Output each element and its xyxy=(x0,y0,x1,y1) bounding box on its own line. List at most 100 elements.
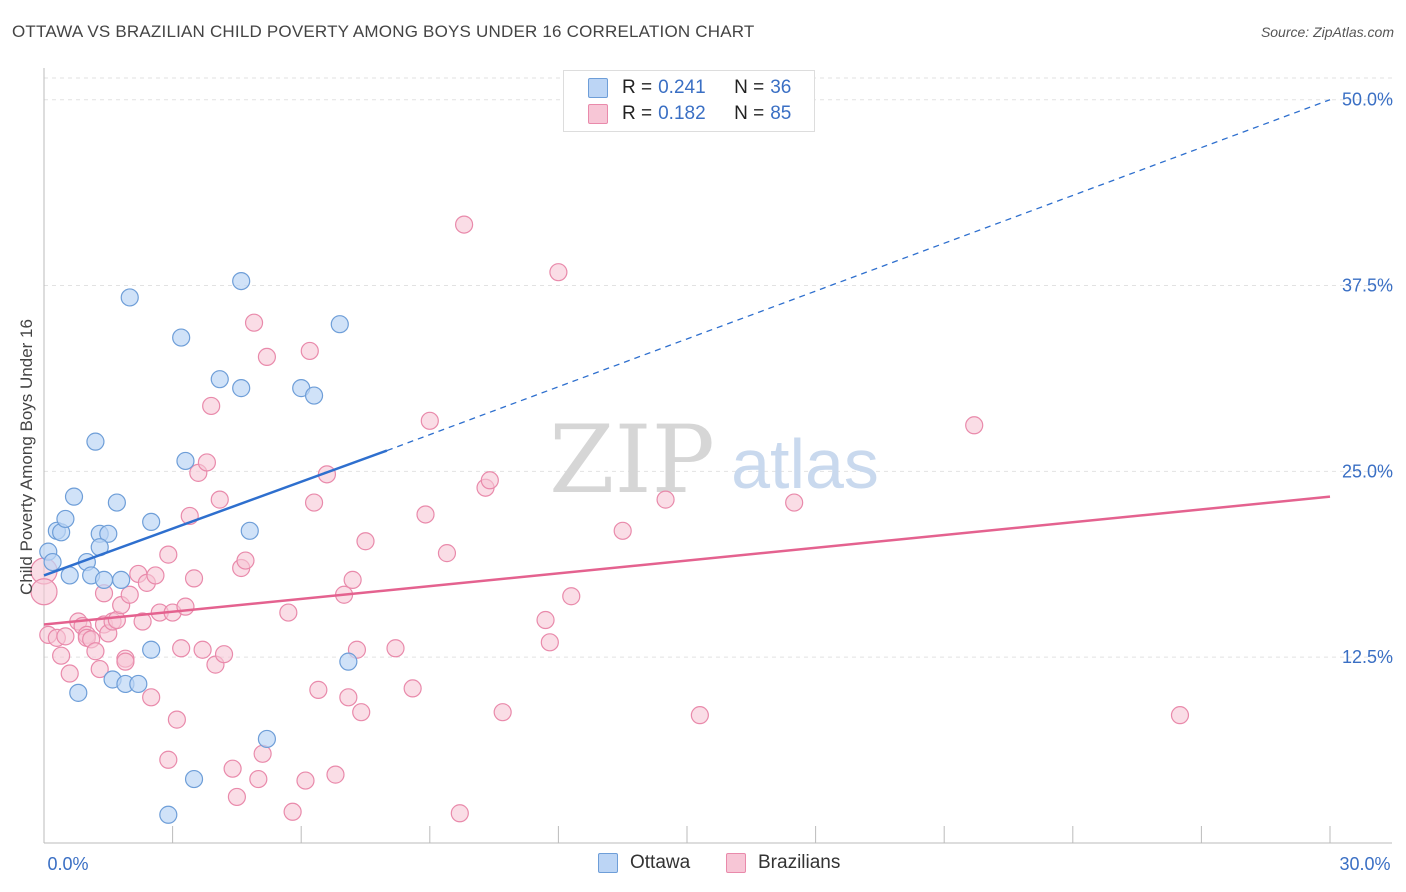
brazilians-point-66 xyxy=(386,639,405,658)
brazilians-point-85 xyxy=(1170,706,1190,725)
ottawa-point-29 xyxy=(240,521,259,540)
watermark: ZIP atlas xyxy=(549,406,879,515)
ottawa-r-label: R = xyxy=(622,77,653,98)
brazilians-point-38 xyxy=(193,640,212,659)
brazilians-point-81 xyxy=(656,490,675,509)
ottawa-point-6 xyxy=(64,487,84,506)
brazilians-point-22 xyxy=(120,585,139,604)
ottawa-n-label: N = xyxy=(734,77,765,98)
brazilians-point-79 xyxy=(562,587,581,606)
brazilians-point-75 xyxy=(493,703,512,722)
ottawa-point-12 xyxy=(94,570,114,589)
correlation-legend: R = 0.241 N = 36 R = 0.182 N = 85 xyxy=(563,70,815,132)
ottawa-point-28 xyxy=(232,271,251,291)
brazilians-point-12 xyxy=(86,642,105,661)
brazilians-swatch xyxy=(588,104,608,124)
trend-lines xyxy=(43,99,1331,626)
brazilians-point-72 xyxy=(454,215,474,234)
ottawa-point-18 xyxy=(120,288,139,307)
brazilians-point-24 xyxy=(133,612,152,631)
ottawa-point-13 xyxy=(99,524,118,543)
brazilians-point-84 xyxy=(965,416,984,435)
brazilians-point-29 xyxy=(159,750,178,769)
brazilians-point-56 xyxy=(304,493,324,512)
ottawa-point-30 xyxy=(257,729,277,749)
brazilians-point-65 xyxy=(356,532,375,551)
y-tick-label-3: 50.0% xyxy=(1342,90,1393,110)
ottawa-point-27 xyxy=(232,379,251,398)
chart-title: OTTAWA VS BRAZILIAN CHILD POVERTY AMONG … xyxy=(12,22,755,41)
brazilians-point-45 xyxy=(227,787,246,807)
ottawa-n-value: 36 xyxy=(770,77,792,98)
brazilians-r-label: R = xyxy=(622,103,653,124)
brazilians-point-44 xyxy=(223,759,242,778)
brazilians-point-39 xyxy=(197,453,216,472)
axes xyxy=(43,68,1392,844)
brazilians-point-70 xyxy=(437,544,457,563)
ottawa-point-16 xyxy=(112,570,131,589)
brazilians-point-1 xyxy=(30,578,58,606)
brazilians-point-68 xyxy=(416,505,435,524)
brazilians-trend-line xyxy=(43,495,1331,626)
brazilians-point-57 xyxy=(309,680,328,699)
brazilians-point-51 xyxy=(257,347,277,367)
brazilians-point-67 xyxy=(403,679,422,698)
brazilians-point-32 xyxy=(167,710,186,729)
brazilians-point-40 xyxy=(202,396,221,416)
legend-brazilians-swatch xyxy=(726,853,746,873)
legend-row-brazilians: R = 0.182 N = 85 xyxy=(588,102,791,126)
brazilians-point-13 xyxy=(90,659,109,679)
watermark-atlas: atlas xyxy=(731,425,879,503)
brazilians-point-47 xyxy=(236,551,255,570)
brazilians-point-78 xyxy=(549,263,568,282)
ottawa-point-7 xyxy=(69,683,88,702)
brazilians-point-62 xyxy=(343,570,362,589)
ottawa-point-22 xyxy=(159,805,178,824)
brazilians-point-54 xyxy=(296,771,315,790)
ottawa-point-21 xyxy=(142,512,161,532)
series-brazilians xyxy=(30,215,1190,823)
ottawa-point-4 xyxy=(56,509,75,529)
legend-item-ottawa[interactable]: Ottawa xyxy=(598,852,690,874)
y-axis-title: Child Poverty Among Boys Under 16 xyxy=(17,319,36,595)
ottawa-point-10 xyxy=(86,432,105,451)
brazilians-point-80 xyxy=(613,521,632,540)
source-note: Source: ZipAtlas.com xyxy=(1260,24,1394,40)
legend-ottawa-label: Ottawa xyxy=(630,852,691,873)
ottawa-r-value: 0.241 xyxy=(658,77,706,98)
brazilians-point-71 xyxy=(450,804,469,823)
ottawa-trend-line xyxy=(43,449,388,577)
brazilians-point-64 xyxy=(352,703,371,722)
brazilians-point-4 xyxy=(52,646,71,665)
legend-ottawa-swatch xyxy=(598,853,618,873)
brazilians-point-36 xyxy=(184,569,204,588)
brazilians-point-30 xyxy=(159,545,178,564)
ottawa-point-1 xyxy=(43,552,62,572)
ottawa-point-33 xyxy=(330,315,349,334)
brazilians-point-69 xyxy=(420,411,439,430)
ottawa-point-23 xyxy=(172,328,191,347)
brazilians-point-34 xyxy=(176,597,195,616)
ottawa-point-34 xyxy=(339,652,358,671)
brazilians-point-49 xyxy=(249,769,268,789)
brazilians-point-5 xyxy=(56,627,75,646)
ottawa-point-25 xyxy=(184,769,204,789)
brazilians-point-21 xyxy=(116,652,135,671)
ottawa-point-20 xyxy=(142,640,161,659)
ottawa-swatch xyxy=(588,78,608,98)
brazilians-point-53 xyxy=(283,802,302,821)
ottawa-point-32 xyxy=(304,386,324,405)
brazilians-point-43 xyxy=(214,645,234,664)
ottawa-point-15 xyxy=(107,493,126,512)
legend-item-brazilians[interactable]: Brazilians xyxy=(726,852,840,874)
ottawa-point-24 xyxy=(176,451,195,471)
brazilians-n-label: N = xyxy=(734,103,765,124)
x-tick-label-right: 30.0% xyxy=(1339,854,1390,874)
brazilians-point-55 xyxy=(300,341,319,361)
brazilians-point-82 xyxy=(690,706,709,725)
brazilians-point-59 xyxy=(326,765,345,784)
brazilians-r-value: 0.182 xyxy=(658,103,706,124)
ottawa-point-19 xyxy=(129,674,148,694)
series-ottawa xyxy=(39,271,358,824)
brazilians-point-61 xyxy=(339,688,358,707)
